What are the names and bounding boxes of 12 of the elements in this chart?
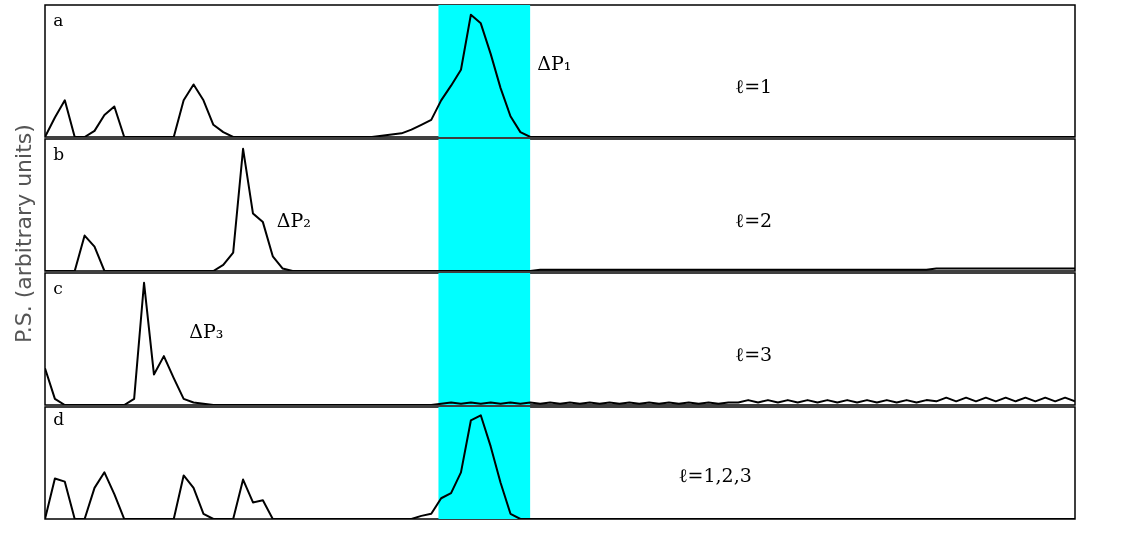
y-axis-title: P.S. (arbitrary units) xyxy=(11,124,36,344)
annotation: ΔP₂ xyxy=(276,208,311,231)
annotation: ΔP₁ xyxy=(537,52,572,75)
annotation: ΔP₃ xyxy=(189,320,224,343)
annotation: ℓ=1 xyxy=(735,74,773,97)
annotation: d xyxy=(53,409,65,430)
annotation: ℓ=1,2,3 xyxy=(678,464,752,487)
annotation: c xyxy=(53,277,63,298)
annotation: b xyxy=(53,143,65,164)
annotation: ℓ=3 xyxy=(735,342,773,365)
annotation: ℓ=2 xyxy=(735,208,773,231)
annotation: a xyxy=(53,9,64,30)
